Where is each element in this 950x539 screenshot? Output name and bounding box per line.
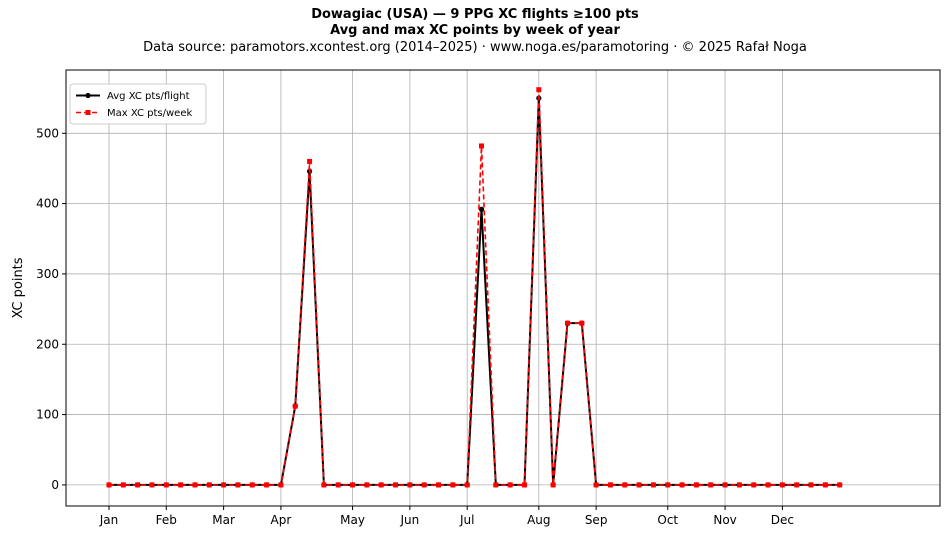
max-point bbox=[192, 482, 198, 488]
max-point bbox=[407, 482, 413, 488]
max-point bbox=[307, 158, 313, 164]
max-point bbox=[464, 482, 470, 488]
y-tick-label: 0 bbox=[51, 478, 59, 492]
legend: Avg XC pts/flight Max XC pts/week bbox=[69, 83, 207, 125]
max-point bbox=[264, 482, 270, 488]
max-point bbox=[507, 482, 513, 488]
max-point bbox=[622, 482, 628, 488]
x-tick-label: Nov bbox=[713, 513, 736, 527]
max-point bbox=[178, 482, 184, 488]
x-tick-label: Sep bbox=[585, 513, 608, 527]
series-layer bbox=[106, 87, 843, 488]
y-axis-ticks: 0 100 200 300 400 500 bbox=[36, 126, 66, 492]
max-point bbox=[436, 482, 442, 488]
max-point bbox=[493, 482, 499, 488]
chart-title: Dowagiac (USA) — 9 PPG XC flights ≥100 p… bbox=[311, 7, 639, 22]
max-point bbox=[794, 482, 800, 488]
max-point bbox=[350, 482, 356, 488]
plot-frame bbox=[65, 69, 941, 507]
max-point bbox=[364, 482, 370, 488]
max-point bbox=[378, 482, 384, 488]
max-point bbox=[421, 482, 427, 488]
x-tick-label: Aug bbox=[527, 513, 550, 527]
max-point bbox=[593, 482, 599, 488]
y-tick-label: 400 bbox=[36, 197, 59, 211]
avg-point bbox=[478, 206, 485, 212]
max-point bbox=[708, 482, 714, 488]
chart-title-line-2: Avg and max XC points by week of year bbox=[330, 23, 620, 38]
y-tick-label: 300 bbox=[36, 267, 59, 281]
x-tick-label: Dec bbox=[771, 513, 794, 527]
max-point bbox=[822, 482, 828, 488]
max-point bbox=[321, 482, 327, 488]
y-tick-label: 100 bbox=[36, 408, 59, 422]
max-point bbox=[765, 482, 771, 488]
x-tick-label: Mar bbox=[212, 513, 235, 527]
max-point bbox=[235, 482, 241, 488]
max-point bbox=[163, 482, 169, 488]
max-point bbox=[393, 482, 399, 488]
series-line-max bbox=[108, 88, 840, 486]
max-point bbox=[779, 482, 785, 488]
x-tick-label: Jun bbox=[399, 513, 419, 527]
max-point bbox=[206, 482, 212, 488]
legend-box bbox=[69, 83, 207, 125]
x-tick-label: Feb bbox=[156, 513, 177, 527]
max-point bbox=[564, 320, 570, 326]
max-point bbox=[837, 482, 843, 488]
max-point bbox=[106, 482, 112, 488]
max-point bbox=[479, 143, 485, 149]
series-line-avg bbox=[108, 97, 840, 486]
x-axis-ticks: Jan Feb Mar Apr May Jun Jul Aug Sep Oct Nov Dec bbox=[99, 506, 794, 527]
max-point bbox=[693, 482, 699, 488]
max-point bbox=[135, 482, 141, 488]
max-point bbox=[335, 482, 341, 488]
max-point bbox=[579, 320, 585, 326]
x-tick-label: May bbox=[340, 513, 365, 527]
legend-max-label: Max XC pts/week bbox=[107, 108, 192, 119]
max-point bbox=[120, 482, 126, 488]
max-point bbox=[808, 482, 814, 488]
y-axis-label: XC points bbox=[11, 257, 26, 318]
title-block: Dowagiac (USA) — 9 PPG XC flights ≥100 p… bbox=[0, 7, 950, 57]
x-tick-label: Jan bbox=[99, 513, 119, 527]
max-point bbox=[650, 482, 656, 488]
max-point bbox=[636, 482, 642, 488]
max-point bbox=[278, 482, 284, 488]
x-tick-label: Jul bbox=[459, 513, 474, 527]
max-point bbox=[607, 482, 613, 488]
max-point bbox=[221, 482, 227, 488]
max-point bbox=[536, 87, 542, 93]
max-point bbox=[149, 482, 155, 488]
max-point bbox=[679, 482, 685, 488]
max-point bbox=[550, 482, 556, 488]
y-tick-label: 200 bbox=[36, 337, 59, 351]
legend-max-marker bbox=[85, 110, 91, 115]
grid-lines bbox=[66, 70, 940, 506]
max-point bbox=[751, 482, 757, 488]
x-tick-label: Apr bbox=[271, 513, 292, 527]
max-point bbox=[521, 482, 527, 488]
y-tick-label: 500 bbox=[36, 126, 59, 140]
max-point bbox=[665, 482, 671, 488]
max-point bbox=[736, 482, 742, 488]
max-point bbox=[249, 482, 255, 488]
max-point bbox=[450, 482, 456, 488]
x-tick-label: Oct bbox=[657, 513, 678, 527]
chart-subtitle: Data source: paramotors.xcontest.org (20… bbox=[143, 40, 807, 55]
legend-avg-label: Avg XC pts/flight bbox=[107, 91, 190, 102]
legend-avg-marker bbox=[85, 92, 91, 99]
max-point bbox=[292, 403, 298, 409]
max-point bbox=[722, 482, 728, 488]
